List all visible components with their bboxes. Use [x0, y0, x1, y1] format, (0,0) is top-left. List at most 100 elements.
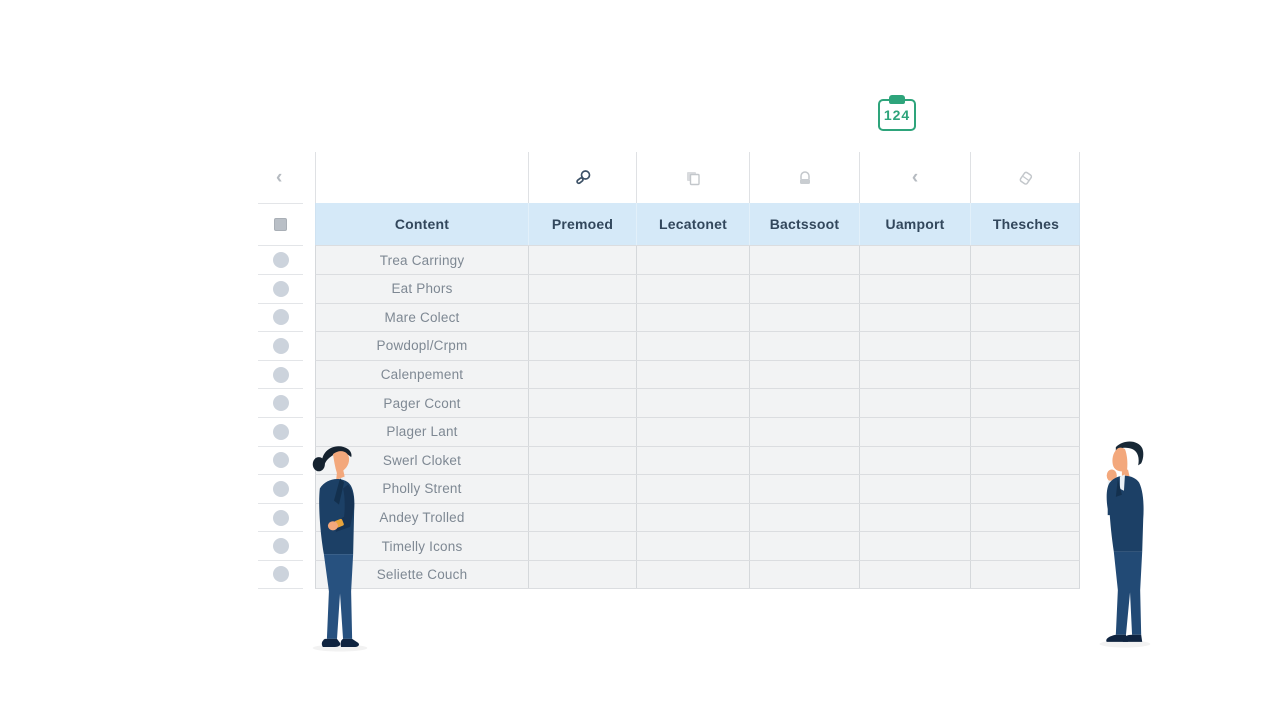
content-cell: Trea Carringy — [316, 246, 528, 274]
row-select-circle[interactable] — [272, 337, 289, 354]
empty-cell — [749, 332, 859, 360]
empty-cell — [636, 246, 749, 274]
select-column — [258, 203, 303, 589]
table-row: Pager Ccont — [315, 388, 1080, 417]
row-select-circle[interactable] — [272, 566, 289, 583]
empty-cell — [970, 274, 1081, 303]
content-cell: Mare Colect — [316, 304, 528, 332]
empty-cell — [970, 303, 1081, 332]
empty-cell — [859, 475, 970, 503]
empty-cell — [970, 332, 1081, 360]
empty-cell — [970, 475, 1081, 503]
row-select-cell — [258, 416, 303, 446]
table-row: Andey Trolled — [315, 502, 1081, 532]
row-label: Andey Trolled — [379, 510, 465, 526]
clipboard-clip — [889, 95, 905, 104]
row-label: Seliette Couch — [376, 566, 468, 582]
link-icon[interactable] — [573, 168, 593, 188]
row-select-circle[interactable] — [272, 309, 289, 326]
table-row: Timelly Icons — [315, 531, 1080, 560]
column-header-thesches: Thesches — [970, 203, 1081, 246]
icon-cell-uamport: ‹ — [859, 152, 970, 203]
chevron-left-icon: ‹ — [276, 167, 283, 188]
empty-cell — [528, 303, 636, 332]
empty-cell — [528, 246, 636, 274]
empty-cell — [859, 389, 970, 417]
row-label: Calenpement — [380, 367, 464, 383]
empty-cell — [970, 389, 1081, 417]
row-select-circle[interactable] — [272, 480, 289, 497]
empty-cell — [749, 303, 859, 332]
empty-cell — [636, 303, 749, 332]
left-person-illustration — [312, 446, 368, 652]
row-select-circle[interactable] — [272, 280, 289, 297]
column-header-content: Content — [394, 216, 450, 233]
row-select-cell — [258, 331, 303, 360]
select-all-checkbox[interactable] — [274, 218, 287, 232]
empty-cell — [636, 560, 749, 588]
column-header-lecatonet: Lecatonet — [636, 203, 749, 246]
row-select-circle[interactable] — [272, 366, 289, 383]
row-select-cell — [258, 474, 303, 503]
content-cell: Seliette Couch — [316, 561, 528, 588]
empty-cell — [970, 246, 1081, 274]
empty-cell — [859, 274, 970, 303]
row-select-cell — [258, 559, 303, 589]
empty-cell — [636, 503, 749, 532]
row-select-circle[interactable] — [272, 452, 289, 469]
empty-cell — [749, 503, 859, 532]
row-select-circle[interactable] — [272, 395, 289, 412]
empty-cell — [859, 560, 970, 588]
empty-cell — [749, 532, 859, 560]
row-label: Eat Phors — [391, 281, 453, 297]
row-label: Trea Carringy — [379, 252, 465, 268]
empty-cell — [749, 274, 859, 303]
empty-cell — [636, 475, 749, 503]
empty-cell — [636, 332, 749, 360]
row-select-circle[interactable] — [272, 252, 289, 269]
table-header-row: Content Premoed Lecatonet Bactssoot Uamp… — [315, 203, 1081, 246]
row-label: Plager Lant — [386, 424, 458, 440]
tag-icon[interactable] — [1017, 169, 1035, 187]
empty-cell — [636, 360, 749, 389]
copy-icon[interactable] — [684, 169, 702, 187]
empty-cell — [749, 389, 859, 417]
empty-cell — [528, 475, 636, 503]
row-select-cell — [258, 302, 303, 332]
column-header-bactssoot: Bactssoot — [749, 203, 859, 246]
table-row: Mare Colect — [315, 302, 1081, 332]
row-select-cell — [258, 531, 303, 560]
back-button[interactable]: ‹ — [276, 168, 282, 188]
empty-cell — [528, 532, 636, 560]
empty-cell — [749, 560, 859, 588]
column-header-uamport: Uamport — [859, 203, 970, 246]
row-label: Mare Colect — [384, 309, 460, 325]
row-select-circle[interactable] — [272, 538, 289, 555]
content-cell: Andey Trolled — [316, 504, 528, 532]
row-label: Timelly Icons — [381, 538, 463, 554]
table-row: Pholly Strent — [315, 474, 1080, 503]
table-row: Powdopl/Crpm — [315, 331, 1080, 360]
empty-cell — [749, 417, 859, 446]
table-row: Trea Carringy — [315, 245, 1080, 274]
row-label: Powdopl/Crpm — [376, 338, 468, 354]
empty-cell — [859, 532, 970, 560]
empty-cell — [970, 503, 1081, 532]
empty-cell — [970, 446, 1081, 475]
chevron-left-icon[interactable]: ‹ — [911, 167, 919, 188]
empty-cell — [528, 503, 636, 532]
row-select-circle[interactable] — [272, 509, 289, 526]
content-cell: Plager Lant — [316, 418, 528, 446]
empty-cell — [528, 274, 636, 303]
content-cell: Swerl Cloket — [316, 447, 528, 475]
empty-cell — [859, 360, 970, 389]
table-row: Calenpement — [315, 359, 1080, 389]
empty-cell — [636, 532, 749, 560]
content-cell: Pholly Strent — [316, 475, 528, 503]
lock-icon[interactable] — [796, 169, 814, 187]
row-select-circle[interactable] — [272, 423, 289, 440]
icon-cell-premoed — [528, 152, 636, 203]
content-cell: Pager Ccont — [316, 389, 528, 417]
empty-cell — [749, 446, 859, 475]
table-row: Swerl Cloket — [315, 445, 1081, 475]
